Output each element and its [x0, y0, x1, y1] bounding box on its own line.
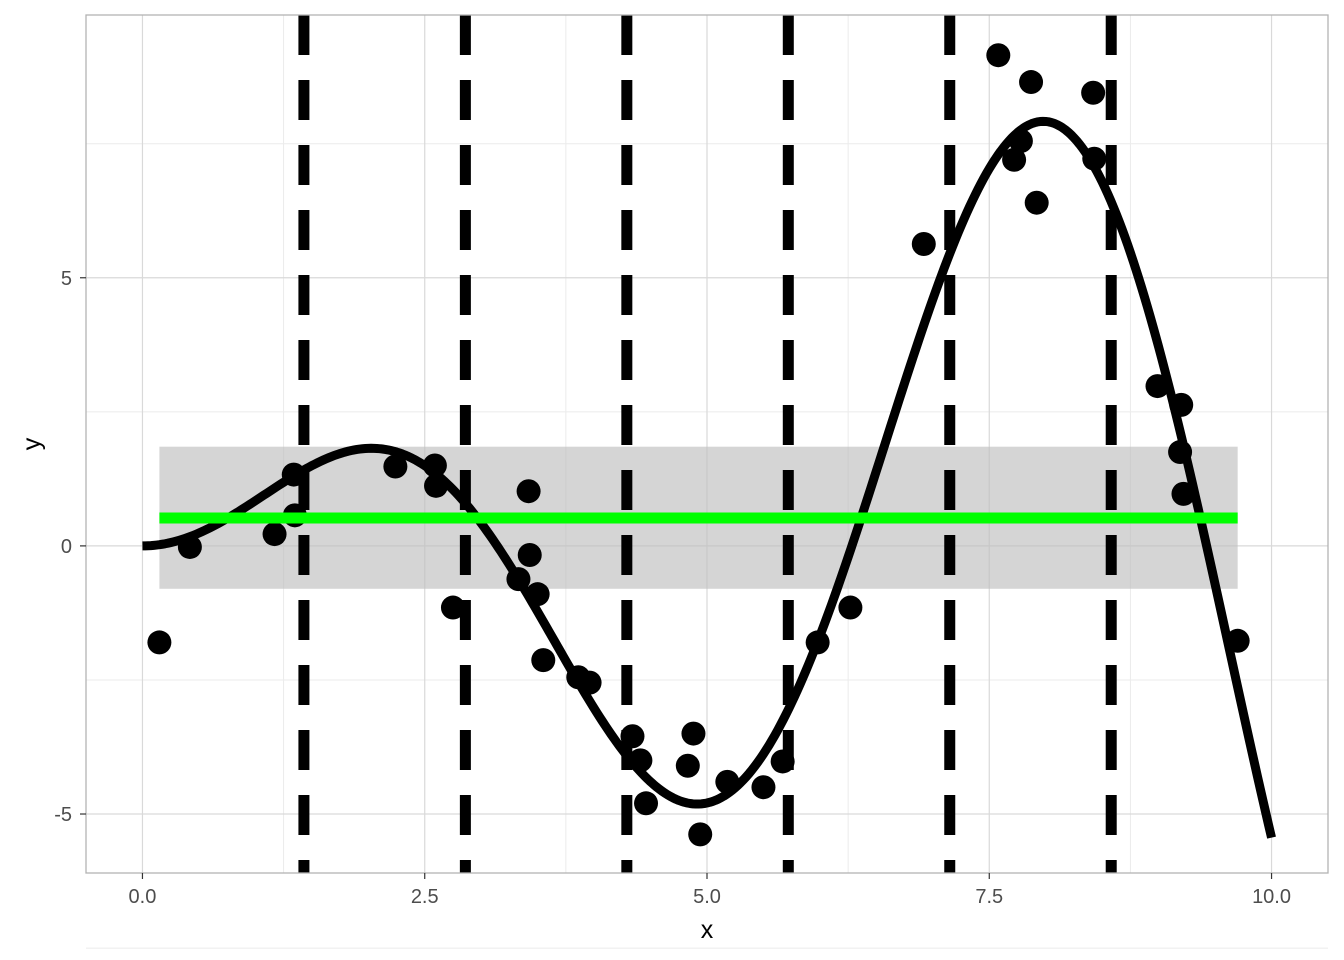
y-axis-title: y [18, 437, 46, 450]
data-point [506, 567, 531, 592]
data-point [675, 753, 700, 778]
x-axis: 0.0 2.5 5.0 7.5 10.0 [129, 873, 1291, 908]
data-point [681, 721, 706, 746]
x-axis-title: x [701, 916, 714, 944]
data-point [986, 43, 1011, 68]
data-point [1024, 190, 1049, 215]
data-point [281, 462, 306, 487]
y-tick-label: 0 [61, 536, 72, 558]
x-tick-label: 5.0 [693, 886, 721, 908]
data-point [805, 630, 830, 655]
data-point [1168, 440, 1193, 465]
x-tick-label: 0.0 [129, 886, 157, 908]
data-point [1008, 129, 1033, 154]
data-point [531, 648, 556, 673]
data-point [440, 595, 465, 620]
data-point [911, 231, 936, 256]
data-point [751, 775, 776, 800]
data-point [1081, 80, 1106, 105]
y-tick-label: 5 [61, 268, 72, 290]
data-point [838, 595, 863, 620]
data-point [383, 454, 408, 479]
points-layer [147, 43, 1250, 847]
data-point [577, 670, 602, 695]
data-point [1145, 374, 1170, 399]
data-point [628, 748, 653, 773]
data-point [715, 769, 740, 794]
fitted-curve [140, 116, 1276, 839]
data-point [516, 479, 541, 504]
curve-layer [140, 116, 1276, 839]
data-point [1082, 146, 1107, 171]
data-point [1171, 481, 1196, 506]
data-point [1019, 70, 1044, 95]
data-point [525, 582, 550, 607]
data-point [1002, 147, 1027, 172]
data-point [620, 724, 645, 749]
data-point [424, 473, 449, 498]
y-axis: -5 0 5 [54, 268, 86, 826]
x-tick-label: 2.5 [411, 886, 439, 908]
data-point [1225, 628, 1250, 653]
data-point [634, 791, 659, 816]
data-point [177, 534, 202, 559]
data-point [688, 822, 713, 847]
data-point [422, 453, 447, 478]
y-tick-label: -5 [54, 804, 72, 826]
data-point [147, 630, 172, 655]
x-tick-label: 7.5 [975, 886, 1003, 908]
x-tick-label: 10.0 [1252, 886, 1291, 908]
data-point [770, 749, 795, 774]
data-point [1169, 392, 1194, 417]
data-point [517, 543, 542, 568]
data-point [262, 522, 287, 547]
